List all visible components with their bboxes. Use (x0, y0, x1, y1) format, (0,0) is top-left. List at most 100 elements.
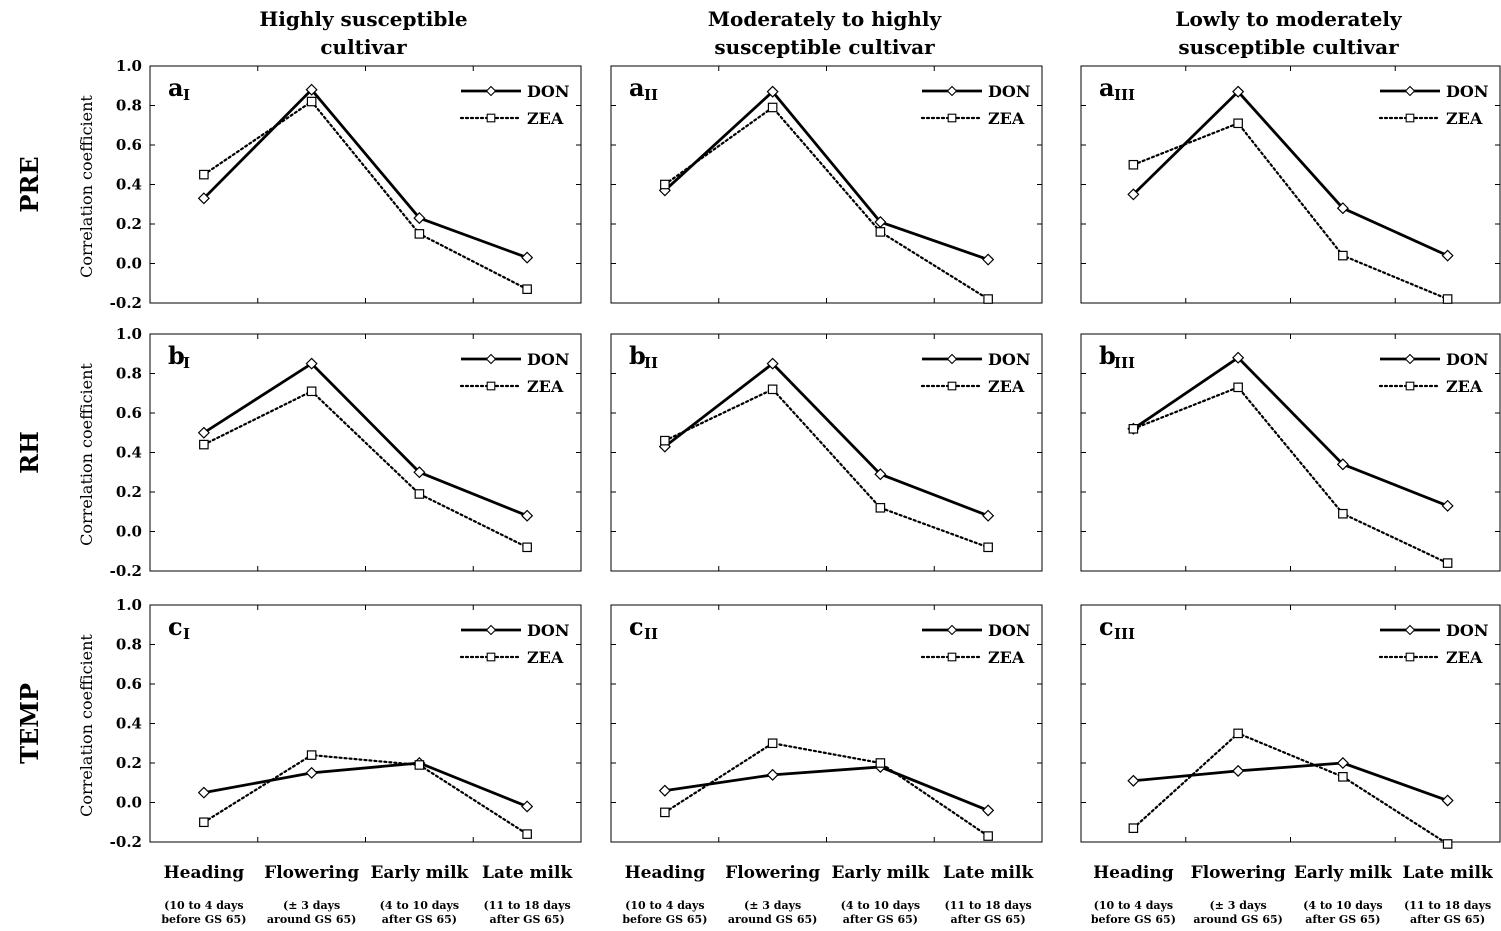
x-tick-subtitle: (11 to 18 days (484, 899, 571, 912)
data-point-zea (660, 807, 670, 818)
legend-marker-don (485, 624, 497, 636)
y-tick-label: 0.2 (116, 215, 142, 233)
x-tick-label: Late milk (482, 863, 573, 883)
data-point-zea (522, 284, 532, 294)
x-tick-subtitle: around GS 65) (267, 913, 356, 926)
legend-label-zea: ZEA (527, 377, 564, 396)
legend-label-zea: ZEA (1446, 377, 1483, 396)
legend-label-don: DON (527, 82, 569, 101)
data-point-don (874, 468, 887, 481)
data-point-zea (767, 384, 778, 395)
data-point-don (1336, 458, 1349, 471)
legend-label-zea: ZEA (1446, 109, 1483, 128)
panel-label-subscript: I (183, 86, 190, 104)
series-line-zea (663, 387, 990, 549)
y-tick-label: 0.6 (116, 404, 142, 422)
plot-frame (149, 604, 582, 843)
series-line-zea (202, 389, 529, 549)
y-axis-label: Correlation coefficient (77, 95, 96, 278)
column-title: Moderately to highly (708, 7, 943, 31)
data-point-zea (875, 503, 886, 513)
panel-label: a (1099, 73, 1115, 102)
panel-label-subscript: II (644, 625, 658, 643)
data-point-zea (767, 102, 778, 113)
legend-label-don: DON (988, 621, 1030, 640)
data-point-zea (1338, 772, 1348, 782)
data-point-don (1232, 764, 1245, 777)
legend-marker-don (946, 624, 958, 636)
x-tick-subtitle: after GS 65) (843, 913, 918, 926)
data-point-don (1127, 188, 1140, 201)
data-point-don (1441, 499, 1454, 512)
data-point-zea (522, 542, 532, 553)
x-tick-label: Late milk (943, 863, 1034, 883)
plot-frame (1080, 604, 1501, 843)
data-point-don (521, 800, 534, 813)
y-tick-label: 0.2 (116, 754, 142, 772)
data-point-zea (767, 738, 778, 749)
x-tick-label: Late milk (1403, 863, 1494, 883)
y-axis-label: Correlation coefficient (77, 363, 96, 546)
data-point-don (1336, 202, 1349, 215)
data-point-zea (1442, 839, 1453, 849)
x-tick-subtitle: before GS 65) (1091, 913, 1176, 926)
x-tick-label: Heading (1093, 863, 1174, 883)
plot-frame (610, 333, 1043, 572)
series-line-don (203, 761, 528, 808)
legend-label-don: DON (1446, 621, 1488, 640)
data-point-don (521, 509, 534, 522)
x-tick-label: Early milk (831, 863, 930, 883)
x-tick-label: Flowering (1191, 863, 1286, 883)
y-tick-label: 0.0 (116, 794, 142, 812)
data-point-don (766, 768, 779, 781)
data-point-don (1441, 249, 1454, 262)
panel-label: b (629, 341, 646, 370)
y-tick-label: 0.8 (116, 365, 142, 383)
data-point-don (197, 786, 210, 799)
row-label: PRE (15, 156, 44, 212)
x-tick-subtitle: after GS 65) (382, 913, 457, 926)
chart-panel-bI: 1.0 0.8 0.6 0.4 0.2 0.0 -0.2 bI DON ZEA (110, 325, 582, 580)
data-point-zea (306, 96, 317, 107)
series-line-zea (1132, 732, 1449, 846)
legend-label-don: DON (527, 350, 569, 369)
legend-marker-zea (1405, 652, 1415, 662)
legend-marker-zea (1405, 381, 1415, 391)
series-line-zea (1132, 386, 1449, 565)
panel-label: c (168, 612, 183, 641)
panel-label: b (1099, 341, 1116, 370)
x-tick-label: Flowering (264, 863, 359, 883)
row-label: RH (15, 431, 44, 474)
x-tick-subtitle: after GS 65) (1305, 913, 1380, 926)
data-point-don (658, 784, 671, 797)
data-point-don (413, 466, 426, 479)
series-line-don (1132, 355, 1449, 508)
y-tick-label: -0.2 (110, 562, 142, 580)
data-point-don (1127, 774, 1140, 787)
legend-marker-don (1404, 85, 1416, 97)
data-point-zea (414, 489, 425, 499)
legend-label-zea: ZEA (988, 109, 1025, 128)
panel-label-subscript: III (1114, 86, 1135, 104)
data-point-don (982, 509, 995, 522)
legend-marker-don (946, 353, 958, 365)
y-tick-label: -0.2 (110, 833, 142, 851)
x-tick-subtitle: before GS 65) (622, 913, 707, 926)
data-point-don (305, 83, 318, 96)
panel-label: a (168, 73, 184, 102)
data-point-zea (660, 435, 670, 446)
series-line-don (203, 361, 528, 517)
y-tick-label: 0.8 (116, 636, 142, 654)
legend-marker-don (485, 353, 497, 365)
data-point-zea (1442, 558, 1453, 568)
data-point-zea (199, 439, 209, 450)
legend-marker-zea (486, 652, 496, 662)
legend-marker-zea (1405, 113, 1415, 123)
panel-label-subscript: II (644, 354, 658, 372)
x-tick-label: Heading (625, 863, 706, 883)
legend-marker-don (1404, 353, 1416, 365)
panel-label-subscript: III (1114, 354, 1135, 372)
data-point-zea (875, 758, 886, 768)
series-line-don (1133, 761, 1449, 802)
data-point-don (305, 357, 318, 370)
